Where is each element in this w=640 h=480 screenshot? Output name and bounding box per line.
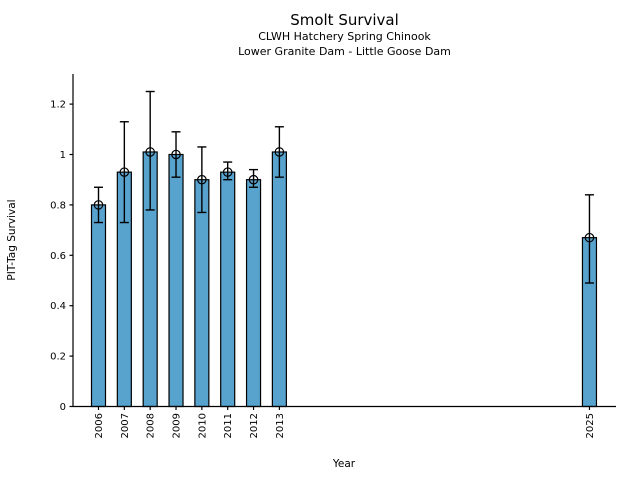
axes-group [69, 74, 616, 410]
x-tick-label: 2008 [146, 413, 157, 438]
bar-2011 [220, 171, 236, 408]
x-tick-label: 2012 [249, 413, 260, 438]
chart-title: Smolt Survival [290, 11, 399, 29]
errorbar-2006 [94, 186, 103, 224]
y-tick-label: 0.4 [50, 301, 66, 312]
marker-2010 [197, 174, 207, 185]
x-tick-label: 2011 [223, 413, 234, 438]
bar-2013 [271, 151, 287, 408]
y-tick-label: 1 [60, 150, 66, 161]
marker-2011 [222, 167, 233, 177]
bar-2010 [194, 179, 210, 408]
markers-group [93, 147, 595, 243]
errorbar-2007 [119, 121, 129, 224]
errorbar-2010 [197, 146, 207, 214]
y-tick-label: 0 [60, 402, 66, 413]
marker-2006 [93, 200, 104, 210]
errorbars-group [94, 90, 594, 284]
tick-labels-group: 0 0.2 0.4 0.6 0.8 1 1.2 2006 2007 2008 2009 2010 201… [50, 100, 596, 439]
y-tick-label: 0.2 [50, 352, 66, 363]
x-tick-label: 2013 [275, 413, 286, 438]
x-tick-label: 2006 [94, 413, 105, 438]
chart-subtitle-2: Lower Granite Dam - Little Goose Dam [238, 44, 451, 58]
marker-2025 [584, 232, 595, 243]
y-tick-label: 0.6 [50, 251, 66, 262]
x-tick-label: 2009 [172, 413, 183, 438]
y-tick-label: 1.2 [50, 100, 66, 111]
x-axis-label: Year [332, 458, 356, 470]
x-tick-label: 2007 [120, 413, 131, 438]
chart-header: Smolt Survival CLWH Hatchery Spring Chin… [73, 11, 616, 59]
y-axis-label: PIT-Tag Survival [6, 199, 18, 280]
bar-2009 [168, 153, 184, 408]
marker-2008 [145, 147, 155, 157]
errorbar-2013 [274, 126, 284, 178]
y-tick-label: 0.8 [50, 200, 66, 211]
errorbar-2008 [145, 90, 155, 211]
bar-2006 [90, 204, 107, 408]
errorbar-2009 [171, 131, 181, 178]
chart-subtitle-1: CLWH Hatchery Spring Chinook [258, 30, 431, 43]
errorbar-2025 [584, 194, 594, 284]
marker-2007 [119, 167, 130, 177]
bars-group [90, 151, 598, 408]
bar-2012 [245, 179, 262, 408]
x-tick-label: 2025 [585, 413, 596, 438]
marker-2012 [248, 174, 259, 185]
marker-2009 [171, 149, 181, 160]
x-tick-label: 2010 [197, 413, 208, 438]
marker-2013 [274, 147, 285, 157]
